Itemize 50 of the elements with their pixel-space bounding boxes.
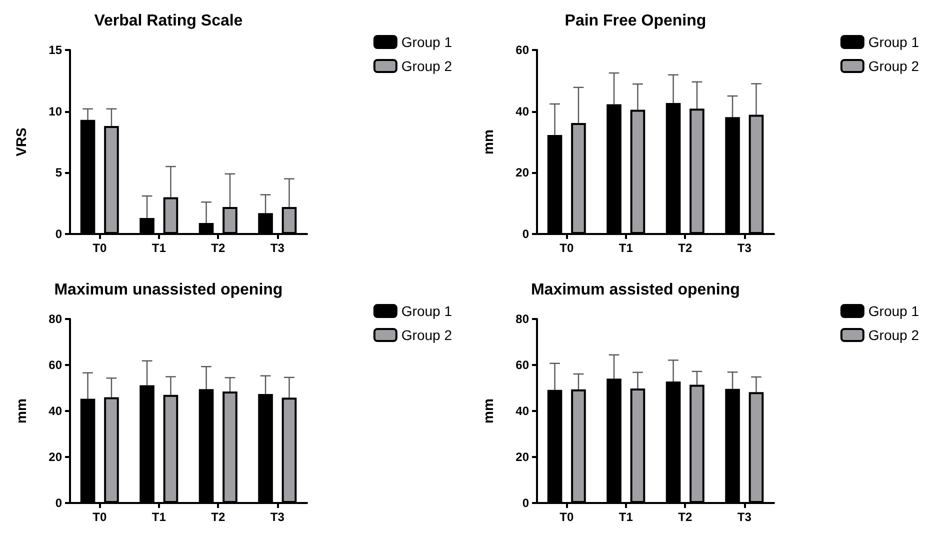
x-tick-label: T1 xyxy=(152,510,166,524)
y-tick-label: 0 xyxy=(55,227,62,241)
y-tick-label: 60 xyxy=(48,358,62,372)
x-tick-label: T3 xyxy=(737,510,752,524)
y-axis-title: mm xyxy=(480,130,496,154)
y-tick-label: 20 xyxy=(48,450,62,464)
x-tick-label: T0 xyxy=(560,241,574,255)
legend-label: Group 2 xyxy=(401,327,452,343)
legend-label: Group 1 xyxy=(868,34,920,50)
x-tick-label: T2 xyxy=(678,510,692,524)
y-tick-label: 80 xyxy=(48,312,62,326)
y-tick-label: 60 xyxy=(516,358,530,372)
x-tick-label: T3 xyxy=(270,510,285,524)
x-tick-label: T1 xyxy=(152,241,166,255)
x-tick-label: T2 xyxy=(211,241,226,255)
y-tick-label: 80 xyxy=(516,312,530,326)
x-tick-label: T3 xyxy=(737,241,752,255)
x-tick-label: T1 xyxy=(618,510,634,524)
x-tick-label: T0 xyxy=(560,510,574,524)
chart-title: Maximum assisted opening xyxy=(530,282,740,298)
legend-label: Group 1 xyxy=(401,303,452,319)
y-tick-label: 0 xyxy=(522,227,530,241)
y-tick-label: 60 xyxy=(516,43,530,57)
y-tick-label: 0 xyxy=(55,496,62,510)
chart-title: Verbal Rating Scale xyxy=(94,12,243,30)
y-tick-label: 5 xyxy=(55,166,62,180)
legend-label: Group 1 xyxy=(401,34,452,50)
legend-label: Group 1 xyxy=(868,303,920,319)
y-axis-title: VRS xyxy=(13,128,29,156)
legend-label: Group 2 xyxy=(868,58,920,74)
x-tick-label: T2 xyxy=(678,241,692,255)
y-axis-title: mm xyxy=(13,398,29,424)
y-tick-label: 0 xyxy=(522,496,530,510)
x-tick-label: T3 xyxy=(270,241,285,255)
chart-title: Maximum unassisted opening xyxy=(54,282,283,298)
y-tick-label: 15 xyxy=(48,43,62,57)
legend-label: Group 2 xyxy=(401,58,452,74)
y-tick-label: 10 xyxy=(48,104,62,118)
y-tick-label: 20 xyxy=(516,450,530,464)
x-tick-label: T0 xyxy=(92,241,107,255)
y-tick-label: 40 xyxy=(516,404,530,418)
y-tick-label: 40 xyxy=(516,104,530,118)
x-tick-label: T2 xyxy=(211,510,226,524)
y-tick-label: 20 xyxy=(516,166,530,180)
legend-label: Group 2 xyxy=(868,327,920,343)
y-tick-label: 40 xyxy=(48,404,62,418)
y-axis-title: mm xyxy=(480,398,496,424)
x-tick-label: T1 xyxy=(618,241,634,255)
chart-title: Pain Free Opening xyxy=(564,12,706,30)
x-tick-label: T0 xyxy=(92,510,107,524)
